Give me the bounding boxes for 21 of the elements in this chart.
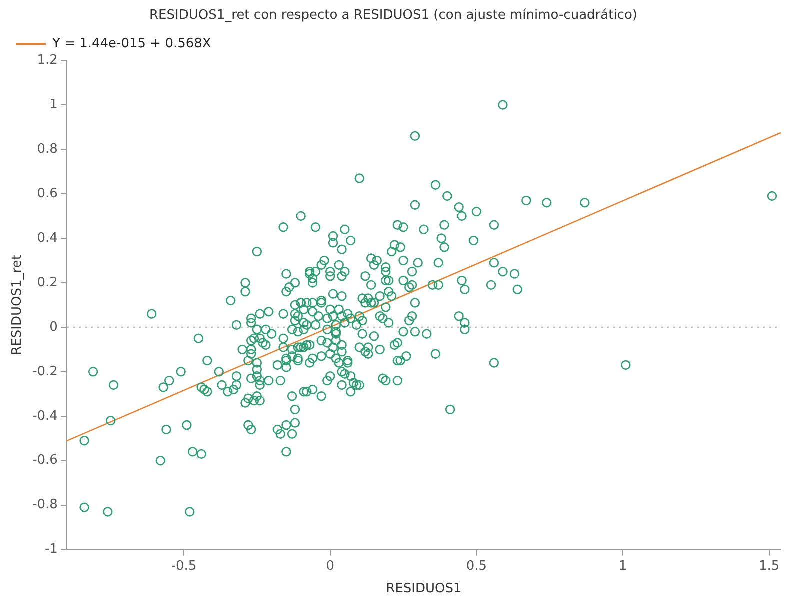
x-tick-label: -0.5 xyxy=(171,558,197,574)
x-tick-label: 0.5 xyxy=(466,558,487,574)
y-tick-label: 0.2 xyxy=(37,275,58,290)
legend-label: Y = 1.44e-015 + 0.568X xyxy=(52,36,212,52)
y-tick-label: -0.2 xyxy=(32,364,58,380)
y-tick-label: 1.2 xyxy=(37,52,58,68)
x-tick-label: 1 xyxy=(618,558,628,574)
y-tick-label: 1 xyxy=(50,97,58,112)
y-tick-label: -1 xyxy=(44,542,58,558)
x-tick-label: 1.5 xyxy=(758,558,780,574)
y-axis-title: RESIDUOS1_ret xyxy=(10,255,26,356)
y-tick-label: 0 xyxy=(50,320,58,335)
y-tick-label: 0.6 xyxy=(37,186,58,202)
chart-title: RESIDUOS1_ret con respecto a RESIDUOS1 (con ajuste mínimo-cuadrático) xyxy=(150,8,638,24)
x-axis-title: RESIDUOS1 xyxy=(386,582,462,597)
y-tick-label: 0.8 xyxy=(37,142,58,157)
y-tick-label: -0.8 xyxy=(32,498,58,513)
x-tick-label: 0 xyxy=(326,558,334,574)
y-tick-label: -0.4 xyxy=(32,408,58,424)
y-tick-label: 0.4 xyxy=(37,230,58,246)
y-tick-label: -0.6 xyxy=(32,453,58,468)
